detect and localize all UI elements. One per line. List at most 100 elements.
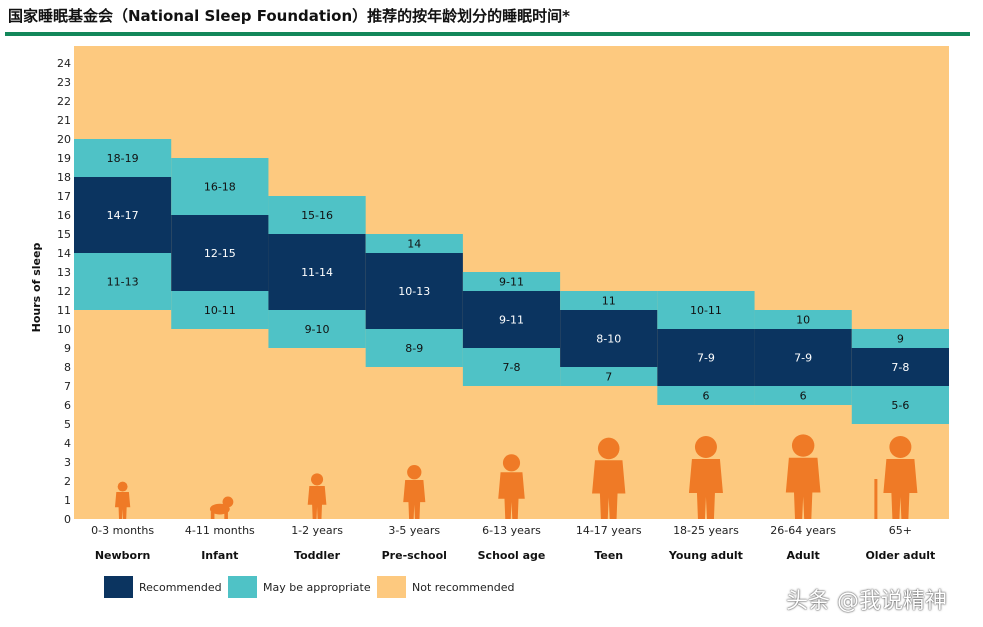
- segment-label: 7-9: [697, 352, 715, 365]
- segment-may-be-appropriate: [754, 386, 852, 405]
- segment-label: 9-10: [305, 323, 330, 336]
- y-tick-label: 10: [57, 323, 71, 336]
- y-tick-label: 6: [64, 399, 71, 412]
- segment-label: 8-10: [596, 333, 621, 346]
- legend: Recommended May be appropriate Not recomme…: [104, 576, 515, 598]
- teen-silhouette-icon: [592, 437, 626, 519]
- y-axis-label: Hours of sleep: [30, 243, 43, 333]
- y-tick-label: 16: [57, 209, 71, 222]
- segment-label: 15-16: [301, 209, 333, 222]
- y-tick-label: 0: [64, 513, 71, 526]
- y-tick-label: 15: [57, 228, 71, 241]
- segment-recommended: [851, 348, 949, 386]
- y-tick-label: 19: [57, 152, 71, 165]
- age-category-label: Pre-school: [382, 549, 447, 562]
- legend-label: Recommended: [139, 581, 222, 594]
- legend-swatch-not-recommended: [377, 576, 406, 598]
- segment-label: 9-11: [499, 276, 524, 289]
- y-tick-label: 12: [57, 285, 71, 298]
- segment-may-be-appropriate: [657, 291, 755, 329]
- segment-label: 14: [407, 238, 421, 251]
- segment-label: 7-8: [503, 361, 521, 374]
- age-category-label: Newborn: [95, 549, 151, 562]
- y-tick-label: 20: [57, 133, 71, 146]
- title-divider: [5, 32, 970, 36]
- age-range-label: 14-17 years: [576, 524, 642, 537]
- school-child-silhouette-icon: [498, 454, 525, 519]
- y-tick-label: 2: [64, 475, 71, 488]
- segment-recommended: [268, 234, 366, 310]
- segment-recommended: [754, 329, 852, 386]
- age-category-label: Older adult: [865, 549, 935, 562]
- segment-may-be-appropriate: [365, 234, 463, 253]
- age-range-label: 0-3 months: [91, 524, 154, 537]
- segment-may-be-appropriate: [74, 253, 172, 310]
- age-range-label: 18-25 years: [673, 524, 739, 537]
- segment-recommended: [657, 329, 755, 386]
- bar-segments: 11-13 14-17 18-19 10-11 12-15 16-18 9-10 11-14 1…: [74, 139, 949, 424]
- age-range-label: 6-13 years: [482, 524, 541, 537]
- segment-label: 10-13: [398, 285, 430, 298]
- y-tick-label: 11: [57, 304, 71, 317]
- segment-label: 9-11: [499, 314, 524, 327]
- y-tick-label: 3: [64, 456, 71, 469]
- y-tick-label: 14: [57, 247, 71, 260]
- segment-may-be-appropriate: [657, 386, 755, 405]
- y-tick-label: 5: [64, 418, 71, 431]
- segment-may-be-appropriate: [365, 329, 463, 367]
- infant-silhouette-icon: [209, 496, 234, 519]
- segment-recommended: [74, 177, 172, 253]
- y-tick-label: 4: [64, 437, 71, 450]
- segment-label: 7: [605, 371, 612, 384]
- age-category-label: Toddler: [294, 549, 341, 562]
- segment-may-be-appropriate: [560, 367, 658, 386]
- segment-label: 16-18: [204, 181, 236, 194]
- age-range-label: 4-11 months: [185, 524, 255, 537]
- chart-title: 国家睡眠基金会（National Sleep Foundation）推荐的按年龄…: [8, 7, 571, 25]
- legend-swatch-may-be-appropriate: [228, 576, 257, 598]
- y-tick-label: 1: [64, 494, 71, 507]
- legend-label: May be appropriate: [263, 581, 371, 594]
- segment-may-be-appropriate: [462, 272, 561, 291]
- newborn-silhouette-icon: [114, 481, 131, 519]
- segment-label: 11-14: [301, 266, 333, 279]
- segment-may-be-appropriate: [851, 386, 949, 424]
- age-category-label: Adult: [787, 549, 820, 562]
- segment-recommended: [171, 215, 269, 291]
- y-tick-label: 21: [57, 114, 71, 127]
- age-range-label: 3-5 years: [388, 524, 440, 537]
- segment-label: 11-13: [107, 276, 139, 289]
- age-range-label: 1-2 years: [291, 524, 343, 537]
- segment-label: 7-9: [794, 352, 812, 365]
- y-tick-label: 23: [57, 76, 71, 89]
- y-tick-label: 8: [64, 361, 71, 374]
- age-category-label: Infant: [201, 549, 238, 562]
- segment-label: 10-11: [204, 304, 236, 317]
- segment-recommended: [462, 291, 561, 348]
- watermark: 头条 @我说精神: [786, 589, 947, 614]
- segment-label: 11: [602, 295, 616, 308]
- segment-label: 14-17: [107, 209, 139, 222]
- y-tick-label: 24: [57, 57, 71, 70]
- segment-label: 18-19: [107, 152, 139, 165]
- young-adult-silhouette-icon: [688, 436, 723, 519]
- age-silhouettes: [114, 434, 918, 519]
- age-range-label: 26-64 years: [770, 524, 836, 537]
- segment-recommended: [365, 253, 463, 329]
- toddler-silhouette-icon: [307, 473, 327, 519]
- segment-may-be-appropriate: [171, 158, 269, 215]
- y-tick-label: 17: [57, 190, 71, 203]
- segment-may-be-appropriate: [171, 291, 269, 329]
- segment-label: 7-8: [891, 361, 909, 374]
- y-tick-label: 22: [57, 95, 71, 108]
- age-category-label: Teen: [594, 549, 623, 562]
- segment-may-be-appropriate: [74, 139, 172, 177]
- segment-may-be-appropriate: [462, 348, 561, 386]
- y-tick-label: 13: [57, 266, 71, 279]
- older-adult-silhouette-icon: [874, 436, 918, 519]
- adult-silhouette-icon: [785, 434, 821, 519]
- preschooler-silhouette-icon: [403, 465, 426, 519]
- age-category-label: Young adult: [668, 549, 743, 562]
